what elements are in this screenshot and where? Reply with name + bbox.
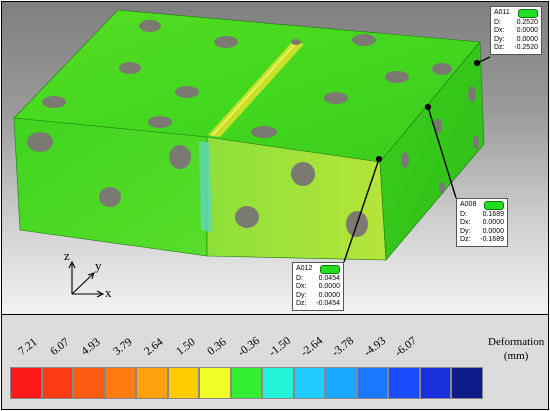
legend-color-cell — [104, 367, 136, 399]
legend-color-cell — [293, 367, 325, 399]
annotation-a008[interactable]: A008 D: 0.1689 Dx: 0.0000 Dy: 0.0000 Dz: -0.… — [456, 198, 508, 248]
value-dx: 0.0000 — [516, 27, 538, 35]
status-swatch — [518, 9, 538, 18]
legend-tick-label: -1.50 — [266, 334, 294, 360]
value-dz: -0.0454 — [316, 299, 340, 307]
legend-color-cell — [325, 367, 357, 399]
legend-tick-label: -2.64 — [298, 334, 325, 360]
right-face — [379, 41, 485, 261]
legend-color-cell — [451, 367, 483, 399]
legend-tick-label: 2.64 — [142, 336, 166, 358]
axis-triad — [68, 260, 105, 298]
legend-tick-label: -6.07 — [392, 334, 420, 360]
legend-color-cell — [41, 367, 73, 399]
annotation-a012[interactable]: A012 D: 0.0454 Dx: 0.0000 Dy: 0.0000 Dz: -0.… — [292, 262, 344, 312]
value-d: 0.1689 — [482, 211, 504, 218]
3d-viewport[interactable]: z y x A011 D: 0.2520 Dx: 0.0000 Dy: 0.0000 … — [2, 2, 548, 315]
legend-tick-label: -0.36 — [235, 334, 262, 360]
value-dx: 0.0000 — [318, 283, 340, 291]
target-dots — [27, 20, 479, 237]
legend-color-cell — [262, 367, 294, 399]
legend-color-cell — [136, 367, 168, 399]
legend-tick-label: 7.21 — [16, 336, 40, 358]
axis-y-label: y — [95, 258, 102, 273]
legend-color-cell — [167, 367, 199, 399]
legend-tick-label: 3.79 — [110, 336, 135, 358]
deformation-model — [13, 9, 491, 298]
legend-title: Deformation (mm) — [488, 335, 544, 363]
value-dy: 0.0000 — [318, 291, 340, 299]
annotation-id: A008 — [460, 201, 477, 209]
annotation-id: A011 — [494, 9, 510, 17]
legend-tick-label: 4.93 — [79, 336, 103, 358]
status-swatch — [484, 201, 504, 210]
legend-unit: (mm) — [503, 350, 529, 362]
legend-color-cell — [10, 367, 42, 399]
legend-tick-label: 0.36 — [205, 336, 229, 358]
legend-tick-label: 1.50 — [173, 336, 198, 358]
legend-color-cell — [419, 367, 451, 399]
annotation-id: A012 — [296, 265, 313, 273]
axis-z-label: z — [64, 248, 70, 263]
value-dx: 0.0000 — [482, 219, 504, 227]
legend-tick-label: -4.93 — [361, 334, 388, 360]
legend-color-cell — [199, 367, 231, 399]
legend-tick-label: 6.07 — [47, 336, 72, 358]
status-swatch — [320, 265, 340, 274]
value-d: 0.2520 — [516, 19, 538, 26]
legend-color-cell — [388, 367, 420, 399]
color-legend: 7.21 6.07 4.93 3.79 2.64 1.50 0.36 -0.36 -1.50 -2… — [2, 315, 548, 409]
axis-x-label: x — [105, 285, 112, 300]
legend-tick-label: -3.78 — [329, 334, 357, 360]
value-dy: 0.0000 — [516, 35, 538, 43]
legend-color-cell — [356, 367, 388, 399]
legend-color-cell — [73, 367, 105, 399]
value-dz: -0.1689 — [480, 235, 504, 243]
legend-title-text: Deformation — [488, 336, 545, 348]
value-d: 0.0454 — [318, 275, 340, 282]
legend-color-cell — [230, 367, 262, 399]
value-dz: -0.2520 — [514, 43, 538, 51]
annotation-a011[interactable]: A011 D: 0.2520 Dx: 0.0000 Dy: 0.0000 Dz: -0.… — [490, 6, 542, 56]
legend-colorbar — [10, 367, 483, 399]
value-dy: 0.0000 — [482, 227, 504, 235]
seam-patch — [199, 142, 212, 232]
